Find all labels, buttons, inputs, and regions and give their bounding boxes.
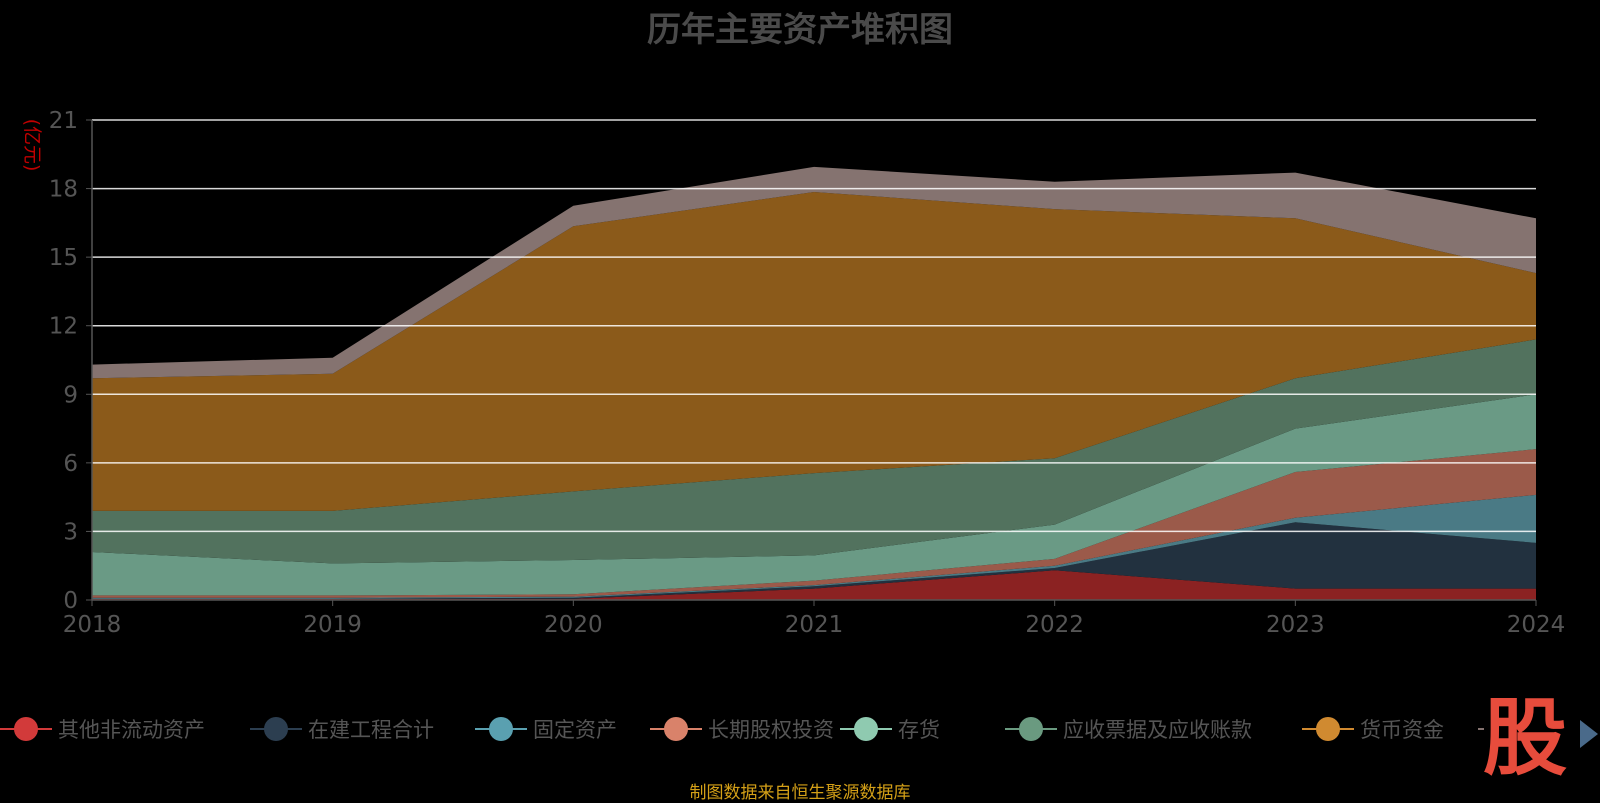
- legend-label: 固定资产: [533, 718, 617, 742]
- legend-label: 货币资金: [1360, 718, 1444, 742]
- y-tick-label: 12: [49, 314, 78, 340]
- legend-marker-icon: [650, 714, 702, 744]
- x-tick-label: 2018: [63, 612, 122, 638]
- legend-label: 在建工程合计: [308, 718, 434, 742]
- y-tick-label: 18: [49, 177, 78, 203]
- legend: 其他非流动资产 在建工程合计 固定资产 长期股权投资 存货 应收票据及应收账款 货币资金: [0, 714, 1600, 754]
- legend-marker-icon: [1302, 714, 1354, 744]
- legend-next-arrow-icon[interactable]: [1580, 720, 1598, 748]
- axis-layer: 2018 2019 2020 2021 2022 2023 2024: [63, 120, 1566, 638]
- y-tick-label: 15: [49, 245, 78, 271]
- y-tick-label: 6: [63, 451, 78, 477]
- legend-label: 应收票据及应收账款: [1063, 718, 1252, 742]
- area-series-4: [92, 394, 1536, 596]
- y-tick-label: 0: [63, 588, 78, 614]
- legend-partial-marker: [1478, 728, 1484, 730]
- y-axis-label: (亿元): [21, 119, 43, 172]
- legend-item[interactable]: 固定资产: [475, 714, 617, 744]
- legend-marker-icon: [840, 714, 892, 744]
- legend-item[interactable]: 存货: [840, 714, 940, 744]
- legend-item[interactable]: 应收票据及应收账款: [1005, 714, 1252, 744]
- legend-item[interactable]: 长期股权投资: [650, 714, 834, 744]
- x-tick-label: 2021: [785, 612, 844, 638]
- grid-layer: 0 3 6 9 12 15 18 21: [49, 108, 1536, 614]
- legend-item[interactable]: 货币资金: [1302, 714, 1444, 744]
- chart-title: 历年主要资产堆积图: [647, 10, 953, 50]
- x-tick-label: 2020: [544, 612, 603, 638]
- area-series-0: [92, 570, 1536, 600]
- x-tick-label: 2022: [1025, 612, 1084, 638]
- area-series-3: [92, 449, 1536, 598]
- data-source-note: 制图数据来自恒生聚源数据库: [689, 783, 911, 803]
- x-tick-label: 2023: [1266, 612, 1325, 638]
- area-series-1: [92, 522, 1536, 599]
- y-tick-label: 3: [63, 519, 78, 545]
- x-tick-label: 2019: [303, 612, 362, 638]
- area-series-5: [92, 339, 1536, 564]
- legend-marker-icon: [250, 714, 302, 744]
- legend-marker-icon: [1005, 714, 1057, 744]
- legend-label: 长期股权投资: [708, 718, 834, 742]
- legend-item[interactable]: 在建工程合计: [250, 714, 434, 744]
- legend-marker-icon: [475, 714, 527, 744]
- y-tick-label: 9: [63, 382, 78, 408]
- legend-label: 其他非流动资产: [58, 718, 205, 742]
- legend-item[interactable]: 其他非流动资产: [0, 714, 205, 744]
- y-tick-label: 21: [49, 108, 78, 134]
- area-series-6: [92, 192, 1536, 511]
- legend-marker-icon: [0, 714, 52, 744]
- x-tick-label: 2024: [1507, 612, 1566, 638]
- area-layer: [92, 166, 1536, 600]
- legend-label: 存货: [898, 718, 940, 742]
- watermark-logo: 股: [1483, 688, 1568, 787]
